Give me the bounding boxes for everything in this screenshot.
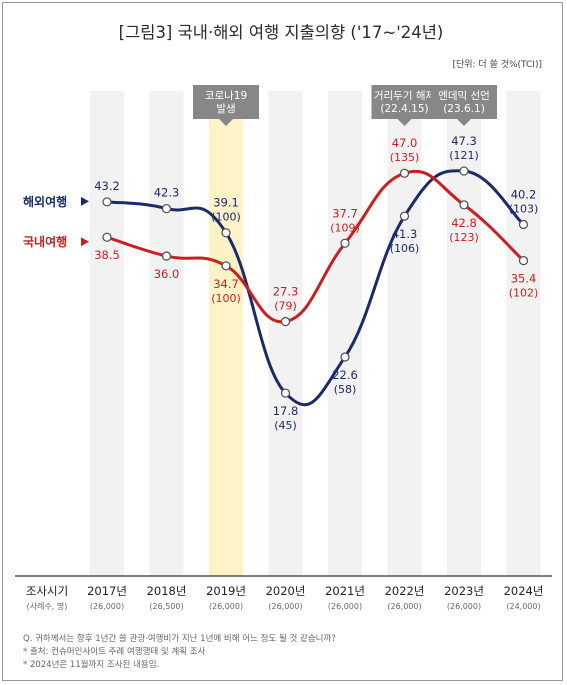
column-band [506,91,541,576]
data-point [221,261,231,271]
data-label: 17.8 [273,404,299,418]
sample-size-label: (26,000) [387,602,421,611]
column-band [447,91,481,576]
data-point [161,203,172,214]
series-marker-icon [81,237,89,247]
tci-label: (58) [334,383,357,396]
x-tick-label: 2024년 [504,584,544,598]
x-tick-label: 2021년 [325,584,365,598]
series-name-label: 해외여행 [23,194,67,209]
event-label: (22.4.15) [380,103,428,115]
footnote: * 2024년은 11월까지 조사된 내용임. [23,659,159,670]
line-chart: [그림3] 국내·해외 여행 지출의향 ('17~'24년) [단위: 더 쓸 것… [15,23,552,670]
data-label: 47.0 [392,136,418,150]
data-point [280,316,291,327]
data-label: 47.3 [451,134,477,148]
tci-label: (106) [390,242,420,255]
data-label: 40.2 [511,187,537,201]
data-point [161,251,172,261]
x-tick-label: 2022년 [385,584,425,598]
data-point [102,232,112,242]
column-band [268,91,303,576]
x-tick-label: 2020년 [266,584,306,598]
x-tick-label: 2019년 [206,584,246,598]
x-tick-label: 2023년 [444,584,484,598]
data-label: 42.8 [451,216,477,230]
data-label: 38.5 [94,248,120,262]
series-marker-icon [81,196,89,206]
highlight-column-band [209,91,243,576]
footnote: Q. 귀하께서는 향후 1년간 쓸 관광·여행비가 지난 1년에 비해 어느 정… [23,633,336,644]
tci-label: (103) [509,202,539,215]
sample-size-label: (26,000) [268,602,302,611]
footnote: * 출처: 컨슈머인사이트 주례 여행행태 및 계획 조사 [23,646,206,657]
data-label: 41.3 [392,227,418,241]
sample-size-label: (26,000) [447,602,481,611]
x-axis-title: 조사시기 [26,584,68,598]
x-tick-label: 2017년 [87,584,127,598]
chart-title: [그림3] 국내·해외 여행 지출의향 ('17~'24년) [119,23,444,42]
data-label: 27.3 [273,285,299,299]
tci-label: (45) [274,419,297,432]
sample-size-label: (26,500) [149,602,183,611]
data-label: 36.0 [154,267,180,281]
data-label: 35.4 [511,272,537,286]
x-tick-label: 2018년 [147,584,187,598]
event-callout [371,85,438,126]
series-line-0 [105,169,525,407]
sample-size-label: (26,000) [209,602,243,611]
event-label: 코로나19 [205,90,247,102]
event-label: 발생 [216,103,235,115]
data-label: 37.7 [332,206,358,220]
data-point [280,388,291,398]
event-label: 엔데믹 선언 [438,90,490,102]
sample-size-label: (24,000) [506,602,540,611]
data-label: 22.6 [332,368,358,382]
sample-size-label: (26,000) [90,602,124,611]
data-label: 43.2 [94,179,120,193]
tci-label: (100) [211,211,241,224]
data-point [340,238,350,248]
event-callout [193,85,259,126]
data-point [518,219,529,230]
data-point [459,200,469,210]
tci-label: (109) [330,221,360,234]
data-point [102,197,112,207]
sample-size-label: (26,000) [328,602,362,611]
data-point [399,211,410,221]
event-label: 거리두기 해제 [374,89,435,102]
tci-label: (102) [509,287,539,300]
event-callout [431,85,497,126]
series-line-1 [105,169,525,324]
tci-label: (123) [449,231,479,244]
data-point [221,228,231,238]
x-axis-subtitle: (사례수, 명) [27,601,68,611]
data-label: 34.7 [213,277,239,291]
unit-label: [단위: 더 쓸 것%(TCI)] [452,59,542,70]
data-label: 42.3 [154,186,180,200]
event-label: (23.6.1) [443,103,485,115]
data-point [518,255,529,266]
data-point [340,352,350,362]
data-label: 39.1 [213,196,239,210]
column-band [149,91,184,576]
tci-label: (121) [449,149,479,162]
tci-label: (100) [211,292,241,305]
series-name-label: 국내여행 [23,234,67,249]
tci-label: (79) [274,300,297,313]
data-point [399,168,410,178]
data-point [459,166,469,176]
column-band [90,91,124,576]
tci-label: (135) [390,151,420,164]
